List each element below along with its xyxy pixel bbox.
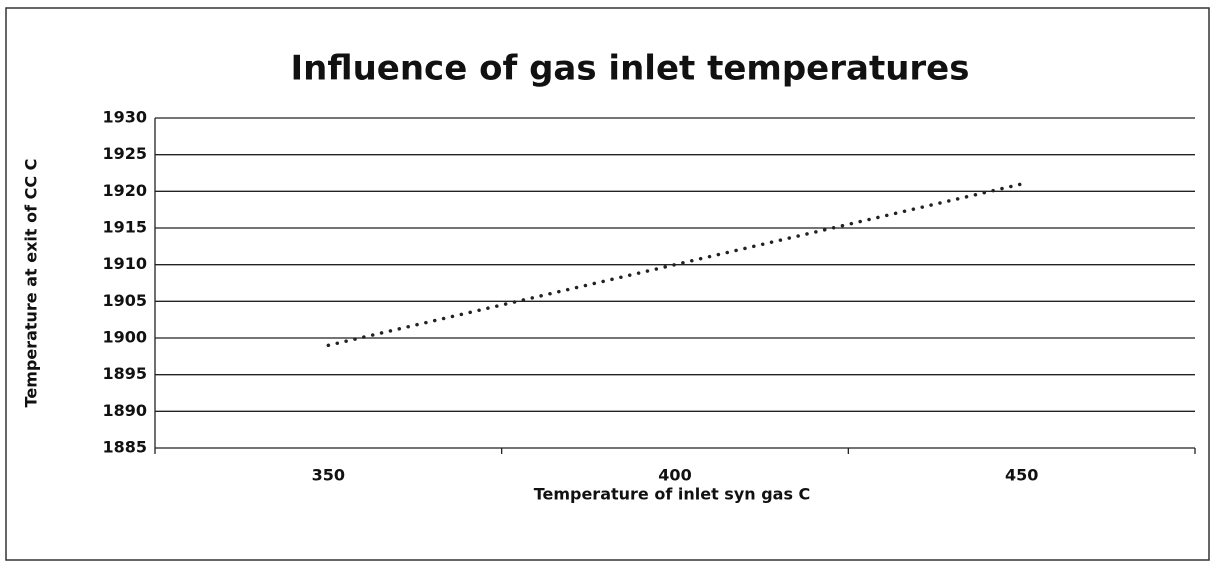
y-tick-label: 1890 [102,401,147,420]
y-tick-label: 1930 [102,108,147,127]
y-axis-title: Temperature at exit of CC C [22,159,41,408]
chart-title: Influence of gas inlet temperatures [291,49,970,89]
y-tick-label: 1920 [102,181,147,200]
y-tick-label: 1895 [102,364,147,383]
chart-border [5,7,1210,561]
y-tick-label: 1910 [102,254,147,273]
x-tick-label: 400 [658,466,691,485]
x-axis-title: Temperature of inlet syn gas C [534,485,811,504]
x-tick-label: 450 [1005,466,1038,485]
y-tick-label: 1915 [102,218,147,237]
y-tick-label: 1905 [102,291,147,310]
x-tick-label: 350 [312,466,345,485]
data-line [326,182,1024,348]
y-tick-label: 1885 [102,438,147,457]
y-tick-label: 1925 [102,144,147,163]
y-tick-label: 1900 [102,328,147,347]
